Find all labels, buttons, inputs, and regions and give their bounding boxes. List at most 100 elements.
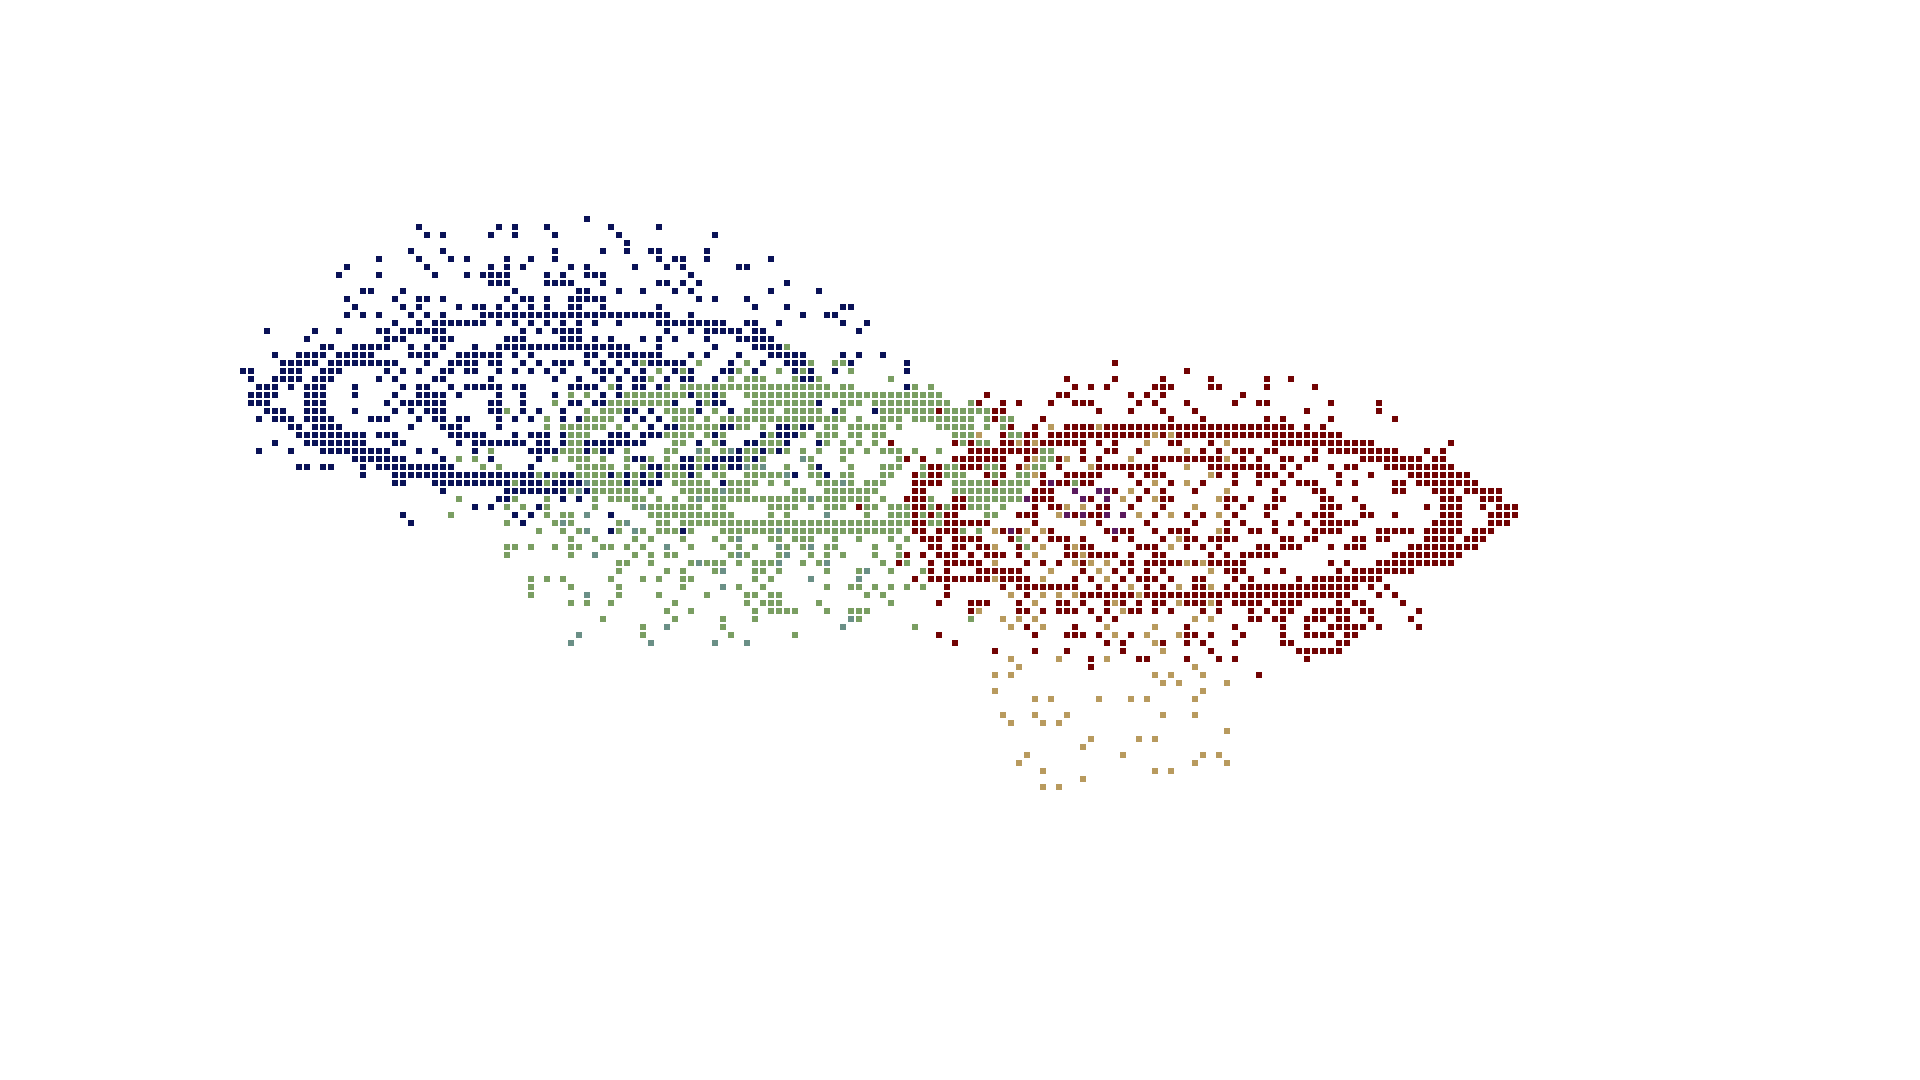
pixel-dot xyxy=(680,384,686,390)
pixel-dot xyxy=(568,312,574,318)
pixel-dot xyxy=(464,416,470,422)
pixel-dot xyxy=(1144,696,1150,702)
pixel-dot xyxy=(328,424,334,430)
pixel-dot xyxy=(1192,696,1198,702)
pixel-dot xyxy=(696,320,702,326)
pixel-dot xyxy=(800,536,806,542)
pixel-dot xyxy=(792,432,798,438)
pixel-dot xyxy=(424,352,430,358)
pixel-dot xyxy=(1104,512,1110,518)
pixel-dot xyxy=(1120,608,1126,614)
pixel-dot xyxy=(1392,448,1398,454)
pixel-dot xyxy=(824,568,830,574)
pixel-dot xyxy=(1064,648,1070,654)
pixel-dot xyxy=(664,520,670,526)
pixel-dot xyxy=(456,440,462,446)
pixel-dot xyxy=(664,448,670,454)
pixel-dot xyxy=(592,424,598,430)
pixel-dot xyxy=(672,504,678,510)
pixel-dot xyxy=(496,416,502,422)
pixel-dot xyxy=(584,296,590,302)
pixel-dot xyxy=(1360,608,1366,614)
pixel-dot xyxy=(1448,544,1454,550)
pixel-dot xyxy=(1312,576,1318,582)
pixel-dot xyxy=(608,528,614,534)
pixel-dot xyxy=(1312,616,1318,622)
pixel-dot xyxy=(528,464,534,470)
pixel-dot xyxy=(448,480,454,486)
pixel-dot xyxy=(1232,536,1238,542)
pixel-dot xyxy=(984,424,990,430)
pixel-dot xyxy=(1200,456,1206,462)
pixel-dot xyxy=(808,368,814,374)
pixel-dot xyxy=(328,368,334,374)
pixel-dot xyxy=(624,472,630,478)
pixel-dot xyxy=(1408,616,1414,622)
pixel-dot xyxy=(1336,432,1342,438)
pixel-dot xyxy=(1152,544,1158,550)
pixel-dot xyxy=(1064,608,1070,614)
pixel-dot xyxy=(576,296,582,302)
pixel-dot xyxy=(656,400,662,406)
pixel-dot xyxy=(1504,512,1510,518)
pixel-dot xyxy=(1344,440,1350,446)
pixel-dot xyxy=(928,520,934,526)
pixel-dot xyxy=(688,376,694,382)
pixel-dot xyxy=(744,592,750,598)
pixel-dot xyxy=(968,520,974,526)
pixel-dot xyxy=(976,520,982,526)
pixel-dot xyxy=(1032,632,1038,638)
pixel-dot xyxy=(1160,568,1166,574)
pixel-dot xyxy=(464,432,470,438)
pixel-dot xyxy=(888,528,894,534)
pixel-dot xyxy=(576,384,582,390)
pixel-dot xyxy=(720,512,726,518)
pixel-dot xyxy=(760,440,766,446)
pixel-dot xyxy=(1224,552,1230,558)
pixel-dot xyxy=(1048,584,1054,590)
pixel-dot xyxy=(728,536,734,542)
pixel-dot xyxy=(416,464,422,470)
pixel-dot xyxy=(528,368,534,374)
pixel-dot xyxy=(752,456,758,462)
pixel-dot xyxy=(1272,432,1278,438)
pixel-dot xyxy=(656,528,662,534)
pixel-dot xyxy=(624,480,630,486)
pixel-dot xyxy=(1000,432,1006,438)
pixel-dot xyxy=(464,352,470,358)
pixel-dot xyxy=(1064,456,1070,462)
pixel-dot xyxy=(1480,528,1486,534)
pixel-dot xyxy=(920,552,926,558)
pixel-dot xyxy=(1120,432,1126,438)
pixel-dot xyxy=(1496,496,1502,502)
pixel-dot xyxy=(1184,432,1190,438)
pixel-dot xyxy=(1240,568,1246,574)
pixel-dot xyxy=(656,320,662,326)
pixel-dot xyxy=(1256,464,1262,470)
pixel-dot xyxy=(1456,552,1462,558)
pixel-dot xyxy=(328,376,334,382)
pixel-dot xyxy=(896,456,902,462)
pixel-dot xyxy=(1296,648,1302,654)
pixel-dot xyxy=(1312,648,1318,654)
pixel-dot xyxy=(928,568,934,574)
pixel-dot xyxy=(1352,632,1358,638)
pixel-dot xyxy=(872,528,878,534)
pixel-dot xyxy=(1200,608,1206,614)
pixel-dot xyxy=(944,416,950,422)
pixel-dot xyxy=(632,440,638,446)
pixel-dot xyxy=(616,584,622,590)
pixel-dot xyxy=(1048,424,1054,430)
pixel-dot xyxy=(1112,568,1118,574)
pixel-dot xyxy=(648,312,654,318)
pixel-dot xyxy=(768,512,774,518)
pixel-dot xyxy=(1064,584,1070,590)
pixel-dot xyxy=(1256,424,1262,430)
pixel-dot xyxy=(448,472,454,478)
pixel-dot xyxy=(1400,456,1406,462)
pixel-dot xyxy=(568,480,574,486)
pixel-dot xyxy=(1216,384,1222,390)
pixel-dot xyxy=(728,488,734,494)
pixel-dot xyxy=(560,440,566,446)
pixel-dot xyxy=(936,424,942,430)
